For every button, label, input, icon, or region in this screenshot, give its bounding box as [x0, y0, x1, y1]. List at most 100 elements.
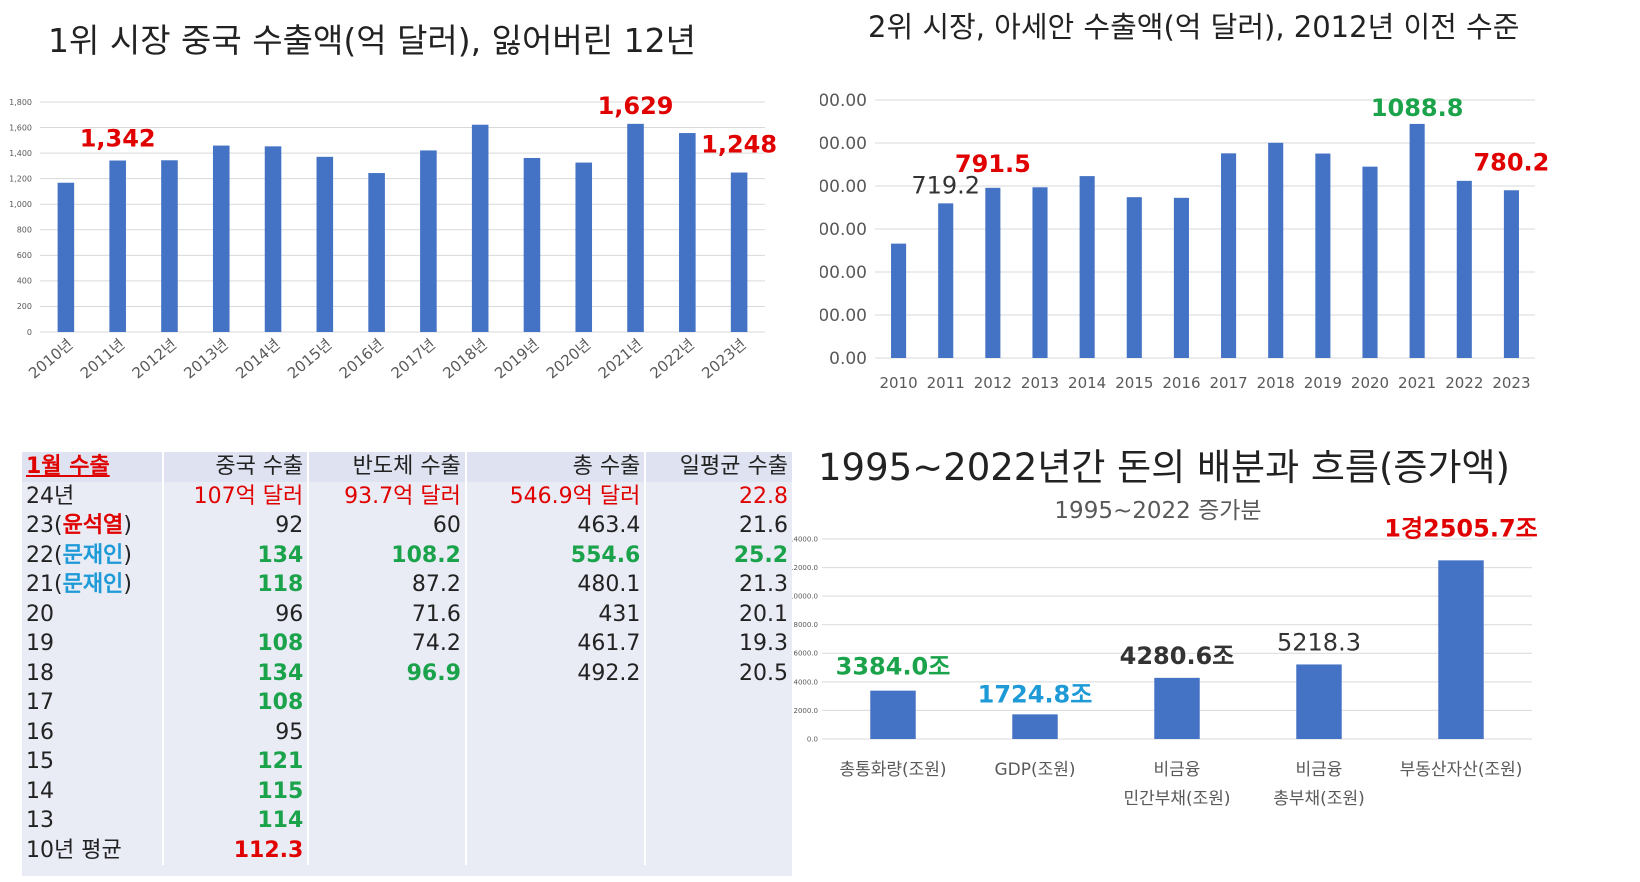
bar: [730, 172, 748, 332]
x-tick-label: 2013: [1021, 374, 1059, 392]
table-cell: [464, 717, 646, 747]
x-tick-label: 2019: [1304, 374, 1342, 392]
data-label: 3384.0조: [836, 653, 951, 681]
y-tick-label: 600.00: [820, 220, 867, 240]
table-cell: [644, 776, 792, 806]
table-cell: 108: [161, 629, 309, 659]
table-cell: [644, 806, 792, 836]
y-tick-label: 0.00: [829, 349, 867, 369]
asean-export-chart: 0.00 200.00 400.00 600.00 800.00 1,000.00 1,20…: [820, 91, 1549, 392]
bar: [1032, 187, 1048, 358]
table-row: 10년 평균 112.3: [22, 835, 792, 865]
table-cell: [644, 835, 792, 865]
table-cell: 87.2: [307, 570, 466, 600]
x-tick-label: 2015: [1115, 374, 1153, 392]
y-tick-label: 1,600: [9, 123, 32, 132]
y-tick-label: 10000.0: [789, 593, 818, 601]
y-tick-label: 800: [17, 226, 32, 235]
x-tick-label: 2020년: [543, 335, 594, 382]
table-cell: 22.8: [644, 481, 792, 511]
x-tick-label: 2012: [974, 374, 1012, 392]
data-label: 780.2: [1473, 148, 1549, 176]
y-tick-label: 400.00: [820, 263, 867, 283]
row-label: 18: [26, 660, 54, 686]
y-tick-label: 0.0: [807, 735, 818, 743]
table-cell: 96.9: [307, 658, 466, 688]
table-row: 14 115: [22, 776, 792, 806]
bar: [1409, 123, 1425, 358]
x-tick-label: 2011년: [77, 335, 128, 382]
table-cell: [307, 776, 466, 806]
table-cell: 19.3: [644, 629, 792, 659]
bar: [1126, 197, 1142, 358]
table-header-label: 1월 수출: [22, 452, 163, 482]
x-tick-label: 비금융: [1296, 760, 1343, 780]
table-cell: 107억 달러: [161, 481, 309, 511]
bar: [891, 243, 907, 358]
money-flow-chart: 0.0 2000.0 4000.0 6000.0 8000.0 10000.0 12000.…: [789, 498, 1538, 809]
x-tick-label: 민간부채(조원): [1123, 789, 1230, 809]
y-tick-label: 200: [17, 302, 32, 311]
x-tick-label: 부동산자산(조원): [1400, 760, 1523, 780]
x-tick-label: 2014년: [232, 335, 283, 382]
table-row: 17 108: [22, 688, 792, 718]
bar: [57, 182, 75, 332]
bar: [471, 124, 489, 332]
x-tick-label: 비금융: [1154, 760, 1201, 780]
data-label: 5218.3: [1277, 628, 1361, 656]
x-tick-label: 2020: [1351, 374, 1389, 392]
bar: [1173, 197, 1189, 358]
table-cell: 121: [161, 747, 309, 777]
table-cell: 492.2: [464, 658, 646, 688]
january-export-table: 1월 수출 중국 수출 반도체 수출 총 수출 일평균 수출 24년 107억 달러 93.…: [22, 452, 792, 876]
bar: [1268, 142, 1284, 358]
y-tick-label: 200.00: [820, 306, 867, 326]
x-tick-label: 2014: [1068, 374, 1106, 392]
table-header-row: 1월 수출 중국 수출 반도체 수출 총 수출 일평균 수출: [22, 452, 792, 482]
table-cell: [307, 835, 466, 865]
data-label: 719.2: [911, 171, 980, 199]
chart3-title: 1995~2022년간 돈의 배분과 흐름(증가액): [818, 446, 1510, 489]
bar: [575, 162, 593, 332]
table-cell: [464, 835, 646, 865]
bar: [627, 123, 644, 332]
x-tick-label: 2012년: [129, 335, 180, 382]
data-label: 1724.8조: [978, 680, 1093, 708]
bar: [523, 157, 541, 332]
table-cell: 480.1: [464, 570, 646, 600]
bar: [1154, 677, 1200, 739]
bar: [264, 146, 282, 332]
bar: [212, 145, 230, 332]
bar: [420, 150, 437, 332]
table-cell: 134: [161, 540, 309, 570]
table-row: 24년 107억 달러 93.7억 달러 546.9억 달러 22.8: [22, 481, 792, 511]
y-tick-label: 1,000: [9, 200, 32, 209]
bar: [1362, 166, 1378, 358]
president-name: 윤석열: [62, 513, 124, 538]
table-cell: [644, 688, 792, 718]
y-tick-label: 800.00: [820, 177, 867, 197]
table-cell: [464, 688, 646, 718]
bar: [1315, 153, 1331, 358]
x-tick-label: 총통화량(조원): [839, 760, 946, 780]
president-name: 문재인: [62, 572, 124, 597]
row-label: 19: [26, 631, 54, 656]
row-label: 15: [26, 749, 54, 774]
x-tick-label: 2010: [879, 374, 917, 392]
row-label: 14: [26, 778, 54, 804]
table-cell: 74.2: [307, 629, 466, 659]
table-cell: 112.3: [161, 835, 309, 865]
table-cell: 21.6: [644, 511, 792, 541]
row-label: 16: [26, 719, 54, 745]
row-label: 17: [26, 690, 54, 715]
table-cell: 461.7: [464, 629, 646, 659]
x-tick-label: 총부채(조원): [1273, 789, 1364, 809]
x-tick-label: 2016: [1162, 374, 1200, 392]
x-tick-label: 2016년: [336, 335, 387, 382]
bar: [1503, 190, 1519, 358]
bar: [368, 173, 385, 332]
row-label: 21(문재인): [26, 572, 132, 597]
x-tick-label: 2021: [1398, 374, 1436, 392]
x-tick-label: 2023년: [698, 335, 749, 382]
table-row: 16 95: [22, 717, 792, 747]
